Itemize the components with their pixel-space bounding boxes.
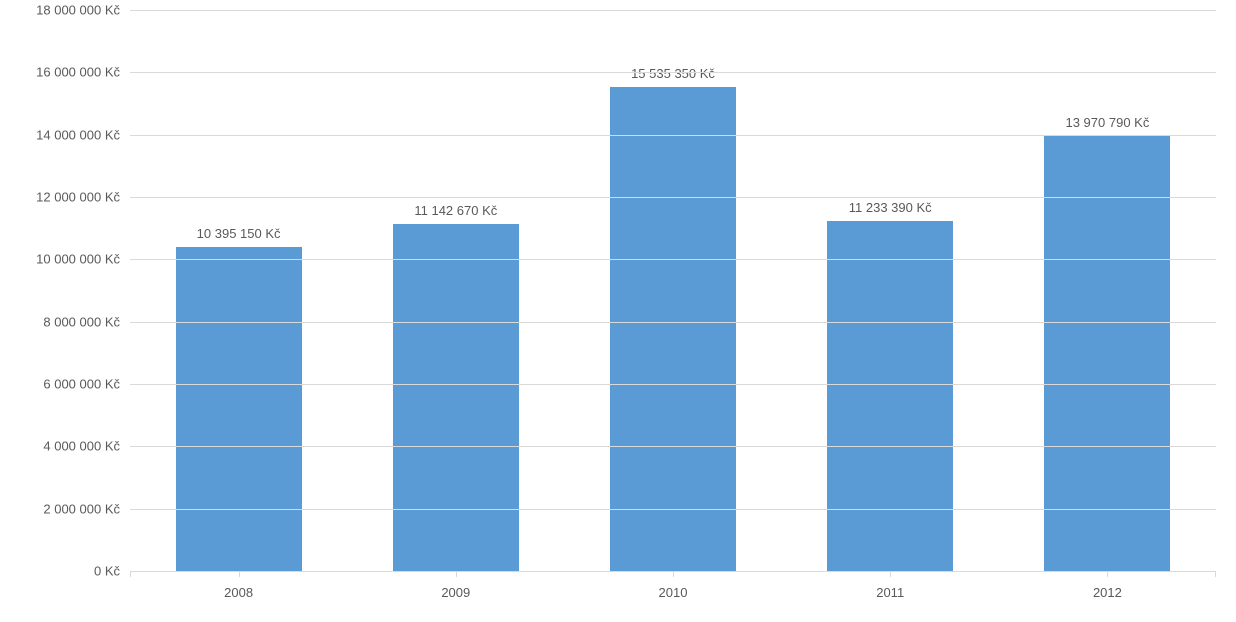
x-tick-mark (456, 571, 457, 577)
y-tick-label: 16 000 000 Kč (36, 65, 130, 80)
bar-value-label: 13 970 790 Kč (1065, 115, 1149, 130)
bar-group: 15 535 350 Kč2010 (564, 10, 781, 571)
y-tick-label: 14 000 000 Kč (36, 127, 130, 142)
y-tick-label: 4 000 000 Kč (43, 439, 130, 454)
bar-group: 11 233 390 Kč2011 (782, 10, 999, 571)
bar (610, 87, 736, 571)
x-tick-mark (1107, 571, 1108, 577)
gridline (130, 197, 1216, 198)
y-tick-label: 12 000 000 Kč (36, 190, 130, 205)
x-tick-label: 2008 (224, 585, 253, 600)
gridline (130, 446, 1216, 447)
x-tick-mark (890, 571, 891, 577)
x-tick-label: 2010 (659, 585, 688, 600)
y-tick-label: 2 000 000 Kč (43, 501, 130, 516)
y-tick-label: 18 000 000 Kč (36, 3, 130, 18)
bar-group: 10 395 150 Kč2008 (130, 10, 347, 571)
y-tick-label: 8 000 000 Kč (43, 314, 130, 329)
bar-group: 13 970 790 Kč2012 (999, 10, 1216, 571)
bar-value-label: 11 142 670 Kč (414, 203, 497, 218)
bar (827, 221, 953, 571)
x-tick-mark (673, 571, 674, 577)
x-tick-label: 2012 (1093, 585, 1122, 600)
bar-value-label: 15 535 350 Kč (631, 66, 715, 81)
chart-container: 10 395 150 Kč200811 142 670 Kč200915 535… (0, 0, 1236, 622)
gridline (130, 135, 1216, 136)
y-tick-label: 0 Kč (94, 564, 130, 579)
plot-area: 10 395 150 Kč200811 142 670 Kč200915 535… (130, 10, 1216, 572)
bar-value-label: 11 233 390 Kč (849, 200, 932, 215)
x-tick-mark (1215, 571, 1216, 577)
gridline (130, 10, 1216, 11)
gridline (130, 509, 1216, 510)
y-tick-label: 10 000 000 Kč (36, 252, 130, 267)
x-tick-label: 2011 (876, 585, 904, 600)
bar (393, 224, 519, 571)
x-tick-label: 2009 (441, 585, 470, 600)
gridline (130, 259, 1216, 260)
gridline (130, 322, 1216, 323)
bar (176, 247, 302, 571)
bar-group: 11 142 670 Kč2009 (347, 10, 564, 571)
gridline (130, 384, 1216, 385)
x-tick-mark (239, 571, 240, 577)
gridline (130, 72, 1216, 73)
bars-group: 10 395 150 Kč200811 142 670 Kč200915 535… (130, 10, 1216, 571)
x-tick-mark (130, 571, 131, 577)
bar (1044, 136, 1170, 571)
bar-value-label: 10 395 150 Kč (197, 226, 281, 241)
y-tick-label: 6 000 000 Kč (43, 377, 130, 392)
